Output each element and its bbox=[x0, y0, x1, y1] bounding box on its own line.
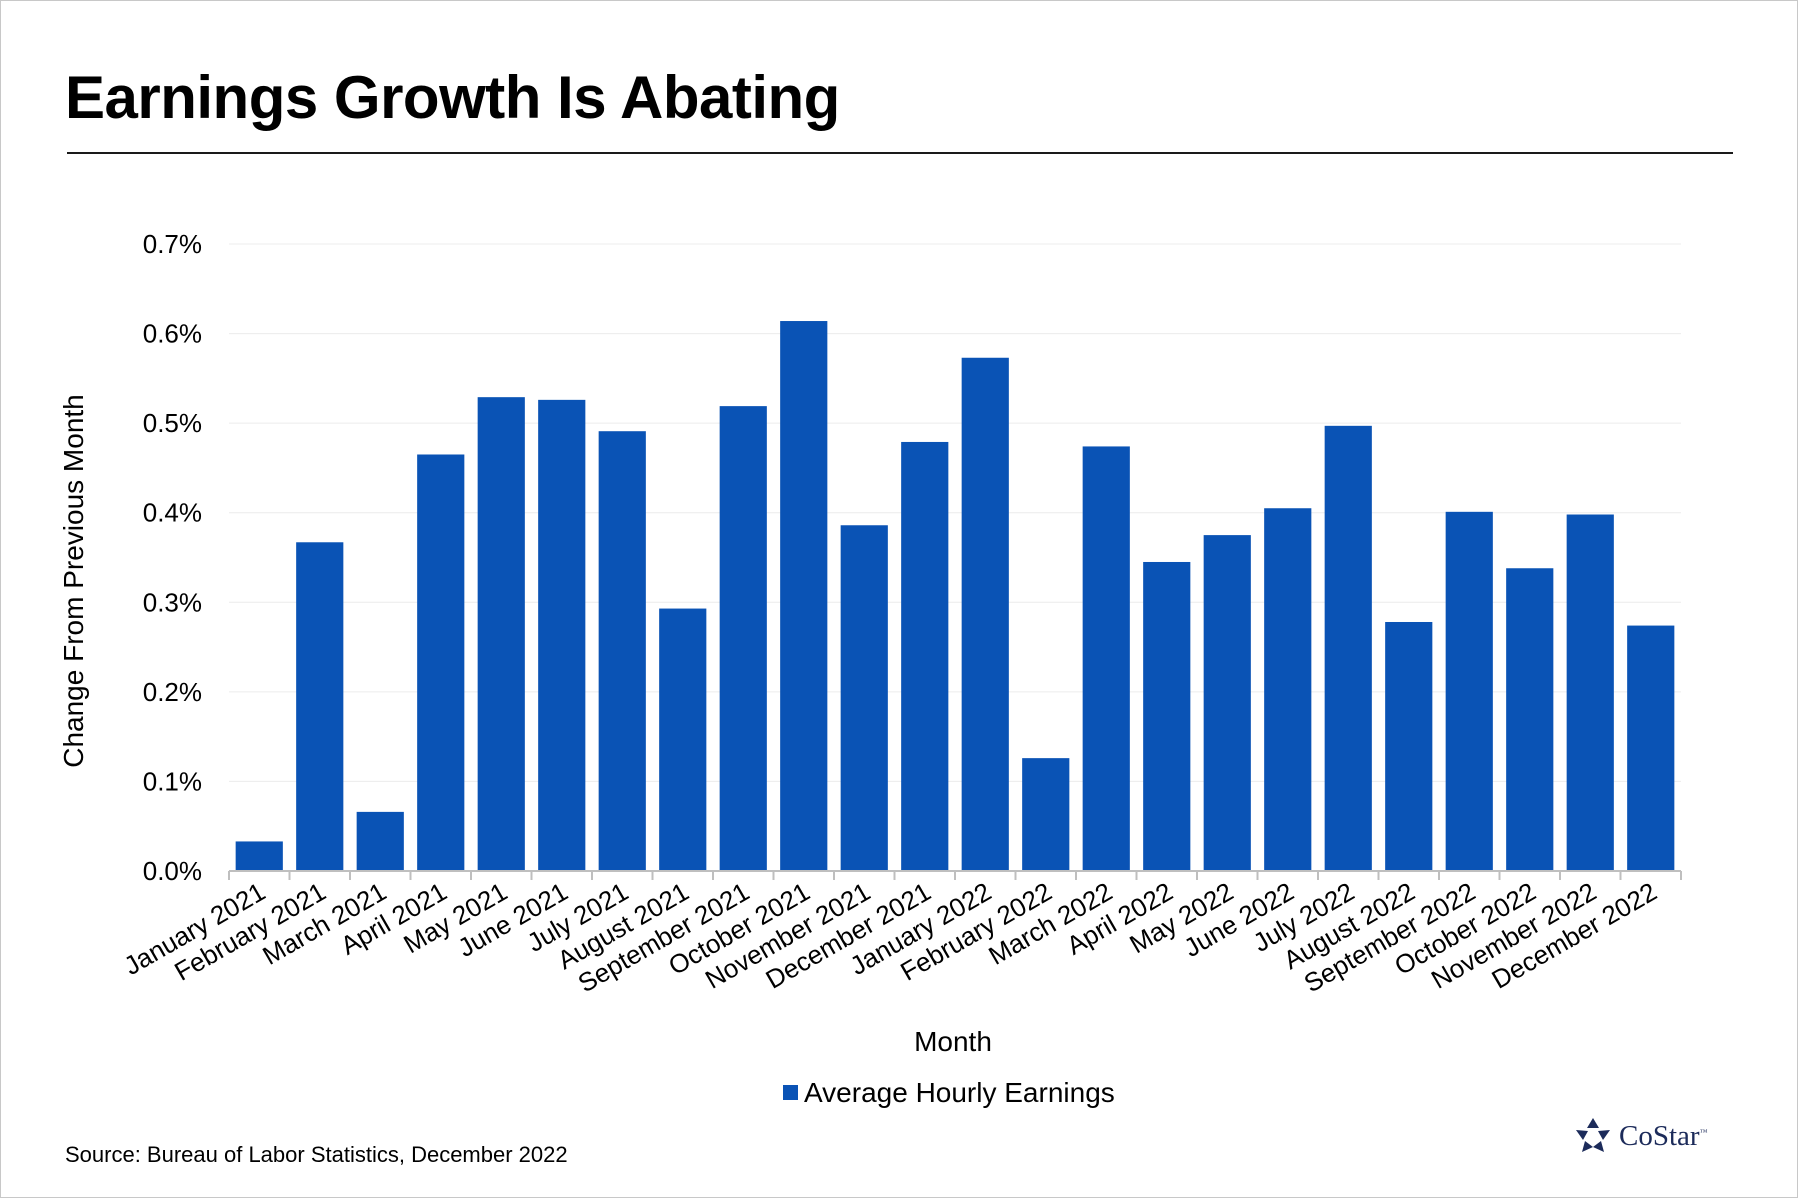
bar bbox=[1506, 568, 1554, 871]
y-tick-label: 0.4% bbox=[143, 498, 202, 528]
bar bbox=[1022, 758, 1070, 871]
bar bbox=[598, 431, 646, 871]
bar bbox=[1385, 621, 1433, 871]
y-tick-label: 0.7% bbox=[143, 229, 202, 259]
title-divider bbox=[67, 152, 1733, 154]
bar bbox=[477, 397, 525, 871]
bar bbox=[961, 357, 1009, 871]
logo-wordmark: CoStar™ bbox=[1619, 1119, 1708, 1152]
bar bbox=[1445, 511, 1493, 871]
bar bbox=[417, 454, 465, 871]
legend-swatch bbox=[783, 1085, 798, 1100]
bar bbox=[235, 841, 283, 871]
y-tick-label: 0.1% bbox=[143, 766, 202, 796]
bar bbox=[1324, 425, 1372, 871]
costar-logo: CoStar™ bbox=[1573, 1113, 1723, 1159]
y-tick-label: 0.2% bbox=[143, 677, 202, 707]
x-axis-title: Month bbox=[914, 1026, 992, 1057]
y-tick-label: 0.3% bbox=[143, 587, 202, 617]
bar bbox=[659, 608, 707, 871]
bar bbox=[296, 542, 344, 871]
chart-title: Earnings Growth Is Abating bbox=[65, 64, 840, 131]
bar bbox=[1203, 535, 1251, 871]
bar bbox=[1143, 561, 1191, 871]
bar bbox=[538, 399, 586, 871]
source-note: Source: Bureau of Labor Statistics, Dece… bbox=[65, 1142, 568, 1167]
bar bbox=[356, 811, 404, 871]
legend-label: Average Hourly Earnings bbox=[804, 1077, 1115, 1108]
y-tick-label: 0.6% bbox=[143, 319, 202, 349]
bar bbox=[780, 321, 828, 871]
costar-star-icon bbox=[1576, 1118, 1610, 1152]
y-axis-title: Change From Previous Month bbox=[58, 394, 89, 768]
bar bbox=[1627, 625, 1675, 871]
y-tick-label: 0.5% bbox=[143, 408, 202, 438]
bar bbox=[1082, 446, 1130, 871]
bar bbox=[719, 406, 767, 871]
y-tick-label: 0.0% bbox=[143, 856, 202, 886]
bar bbox=[901, 441, 949, 871]
bar bbox=[1264, 508, 1312, 871]
bar bbox=[840, 525, 888, 871]
bar bbox=[1566, 514, 1614, 871]
